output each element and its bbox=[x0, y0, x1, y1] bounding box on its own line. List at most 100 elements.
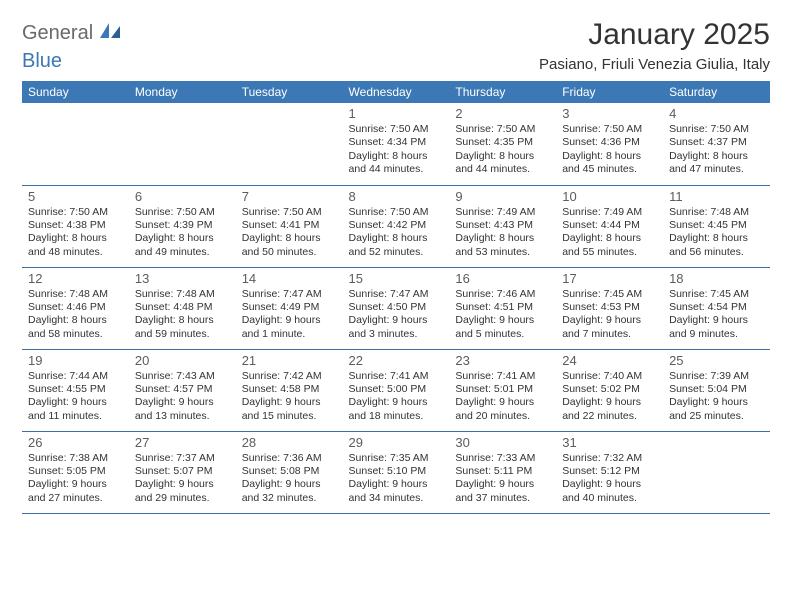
day-number: 20 bbox=[135, 353, 230, 368]
day-entry: Sunrise: 7:50 AMSunset: 4:36 PMDaylight:… bbox=[562, 123, 657, 177]
calendar-cell: 14 Sunrise: 7:47 AMSunset: 4:49 PMDayligh… bbox=[236, 267, 343, 349]
calendar-cell bbox=[236, 103, 343, 185]
calendar-cell: 25 Sunrise: 7:39 AMSunset: 5:04 PMDayligh… bbox=[663, 349, 770, 431]
calendar-cell bbox=[129, 103, 236, 185]
day-entry: Sunrise: 7:36 AMSunset: 5:08 PMDaylight:… bbox=[242, 452, 337, 506]
calendar-cell: 10 Sunrise: 7:49 AMSunset: 4:44 PMDayligh… bbox=[556, 185, 663, 267]
day-number: 27 bbox=[135, 435, 230, 450]
calendar-cell: 28Sunrise: 7:36 AMSunset: 5:08 PMDayligh… bbox=[236, 431, 343, 513]
day-number: 3 bbox=[562, 106, 657, 121]
calendar-cell: 21 Sunrise: 7:42 AMSunset: 4:58 PMDayligh… bbox=[236, 349, 343, 431]
day-number: 30 bbox=[455, 435, 550, 450]
calendar-row: 5 Sunrise: 7:50 AMSunset: 4:38 PMDaylight… bbox=[22, 185, 770, 267]
calendar-cell: 11Sunrise: 7:48 AMSunset: 4:45 PMDayligh… bbox=[663, 185, 770, 267]
day-number: 11 bbox=[669, 189, 764, 204]
day-number: 21 bbox=[242, 353, 337, 368]
day-entry: Sunrise: 7:42 AMSunset: 4:58 PMDaylight:… bbox=[242, 370, 337, 424]
day-entry: Sunrise: 7:33 AMSunset: 5:11 PMDaylight:… bbox=[455, 452, 550, 506]
day-entry: Sunrise: 7:39 AMSunset: 5:04 PMDaylight:… bbox=[669, 370, 764, 424]
day-entry: Sunrise: 7:35 AMSunset: 5:10 PMDaylight:… bbox=[349, 452, 444, 506]
logo-sail-icon bbox=[100, 23, 122, 44]
day-entry: Sunrise: 7:37 AMSunset: 5:07 PMDaylight:… bbox=[135, 452, 230, 506]
day-header: Sunday bbox=[22, 81, 129, 103]
day-number: 1 bbox=[349, 106, 444, 121]
day-number: 19 bbox=[28, 353, 123, 368]
calendar-cell: 20 Sunrise: 7:43 AMSunset: 4:57 PMDayligh… bbox=[129, 349, 236, 431]
calendar-cell: 4Sunrise: 7:50 AMSunset: 4:37 PMDaylight… bbox=[663, 103, 770, 185]
day-header: Monday bbox=[129, 81, 236, 103]
day-number: 23 bbox=[455, 353, 550, 368]
day-number: 18 bbox=[669, 271, 764, 286]
day-entry: Sunrise: 7:43 AMSunset: 4:57 PMDaylight:… bbox=[135, 370, 230, 424]
calendar-cell: 3 Sunrise: 7:50 AMSunset: 4:36 PMDaylight… bbox=[556, 103, 663, 185]
day-header: Wednesday bbox=[343, 81, 450, 103]
day-number: 16 bbox=[455, 271, 550, 286]
day-number: 24 bbox=[562, 353, 657, 368]
day-header: Tuesday bbox=[236, 81, 343, 103]
calendar-cell: 6Sunrise: 7:50 AMSunset: 4:39 PMDaylight… bbox=[129, 185, 236, 267]
location-text: Pasiano, Friuli Venezia Giulia, Italy bbox=[539, 56, 770, 73]
calendar-body: 1 Sunrise: 7:50 AMSunset: 4:34 PMDaylight… bbox=[22, 103, 770, 513]
header: General Blue January 2025 Pasiano, Friul… bbox=[22, 18, 770, 73]
day-header: Saturday bbox=[663, 81, 770, 103]
calendar-row: 19 Sunrise: 7:44 AMSunset: 4:55 PMDayligh… bbox=[22, 349, 770, 431]
calendar-cell: 17Sunrise: 7:45 AMSunset: 4:53 PMDayligh… bbox=[556, 267, 663, 349]
calendar-cell: 9 Sunrise: 7:49 AMSunset: 4:43 PMDaylight… bbox=[449, 185, 556, 267]
logo-word-general: General bbox=[22, 22, 93, 44]
day-entry: Sunrise: 7:49 AMSunset: 4:44 PMDaylight:… bbox=[562, 206, 657, 260]
calendar-cell: 15 Sunrise: 7:47 AMSunset: 4:50 PMDayligh… bbox=[343, 267, 450, 349]
day-entry: Sunrise: 7:41 AMSunset: 5:00 PMDaylight:… bbox=[349, 370, 444, 424]
day-entry: Sunrise: 7:50 AMSunset: 4:41 PMDaylight:… bbox=[242, 206, 337, 260]
calendar-cell: 31Sunrise: 7:32 AMSunset: 5:12 PMDayligh… bbox=[556, 431, 663, 513]
calendar-row: 26Sunrise: 7:38 AMSunset: 5:05 PMDayligh… bbox=[22, 431, 770, 513]
day-entry: Sunrise: 7:46 AMSunset: 4:51 PMDaylight:… bbox=[455, 288, 550, 342]
calendar-cell: 23 Sunrise: 7:41 AMSunset: 5:01 PMDayligh… bbox=[449, 349, 556, 431]
calendar-header-row: SundayMondayTuesdayWednesdayThursdayFrid… bbox=[22, 81, 770, 103]
day-entry: Sunrise: 7:48 AMSunset: 4:46 PMDaylight:… bbox=[28, 288, 123, 342]
day-number: 8 bbox=[349, 189, 444, 204]
day-entry: Sunrise: 7:50 AMSunset: 4:38 PMDaylight:… bbox=[28, 206, 123, 260]
calendar-cell: 18Sunrise: 7:45 AMSunset: 4:54 PMDayligh… bbox=[663, 267, 770, 349]
day-entry: Sunrise: 7:47 AMSunset: 4:50 PMDaylight:… bbox=[349, 288, 444, 342]
day-entry: Sunrise: 7:50 AMSunset: 4:35 PMDaylight:… bbox=[455, 123, 550, 177]
day-entry: Sunrise: 7:44 AMSunset: 4:55 PMDaylight:… bbox=[28, 370, 123, 424]
calendar-cell: 5 Sunrise: 7:50 AMSunset: 4:38 PMDaylight… bbox=[22, 185, 129, 267]
calendar-cell: 2 Sunrise: 7:50 AMSunset: 4:35 PMDaylight… bbox=[449, 103, 556, 185]
logo: General Blue bbox=[22, 22, 122, 73]
day-number: 31 bbox=[562, 435, 657, 450]
calendar-row: 12 Sunrise: 7:48 AMSunset: 4:46 PMDayligh… bbox=[22, 267, 770, 349]
day-entry: Sunrise: 7:47 AMSunset: 4:49 PMDaylight:… bbox=[242, 288, 337, 342]
calendar-cell: 8 Sunrise: 7:50 AMSunset: 4:42 PMDaylight… bbox=[343, 185, 450, 267]
calendar-cell: 19 Sunrise: 7:44 AMSunset: 4:55 PMDayligh… bbox=[22, 349, 129, 431]
day-entry: Sunrise: 7:48 AMSunset: 4:48 PMDaylight:… bbox=[135, 288, 230, 342]
day-number: 25 bbox=[669, 353, 764, 368]
calendar-cell: 12 Sunrise: 7:48 AMSunset: 4:46 PMDayligh… bbox=[22, 267, 129, 349]
day-entry: Sunrise: 7:45 AMSunset: 4:53 PMDaylight:… bbox=[562, 288, 657, 342]
calendar-table: SundayMondayTuesdayWednesdayThursdayFrid… bbox=[22, 81, 770, 514]
day-number: 14 bbox=[242, 271, 337, 286]
day-number: 12 bbox=[28, 271, 123, 286]
calendar-cell: 26Sunrise: 7:38 AMSunset: 5:05 PMDayligh… bbox=[22, 431, 129, 513]
calendar-cell: 22Sunrise: 7:41 AMSunset: 5:00 PMDayligh… bbox=[343, 349, 450, 431]
day-entry: Sunrise: 7:38 AMSunset: 5:05 PMDaylight:… bbox=[28, 452, 123, 506]
title-block: January 2025 Pasiano, Friuli Venezia Giu… bbox=[539, 18, 770, 73]
day-number: 6 bbox=[135, 189, 230, 204]
day-entry: Sunrise: 7:49 AMSunset: 4:43 PMDaylight:… bbox=[455, 206, 550, 260]
day-entry: Sunrise: 7:50 AMSunset: 4:37 PMDaylight:… bbox=[669, 123, 764, 177]
day-number: 9 bbox=[455, 189, 550, 204]
page-title: January 2025 bbox=[539, 18, 770, 52]
day-number: 5 bbox=[28, 189, 123, 204]
day-entry: Sunrise: 7:50 AMSunset: 4:42 PMDaylight:… bbox=[349, 206, 444, 260]
day-number: 10 bbox=[562, 189, 657, 204]
day-entry: Sunrise: 7:41 AMSunset: 5:01 PMDaylight:… bbox=[455, 370, 550, 424]
day-number: 15 bbox=[349, 271, 444, 286]
calendar-cell: 27 Sunrise: 7:37 AMSunset: 5:07 PMDayligh… bbox=[129, 431, 236, 513]
day-header: Thursday bbox=[449, 81, 556, 103]
day-number: 13 bbox=[135, 271, 230, 286]
day-number: 7 bbox=[242, 189, 337, 204]
calendar-cell: 7 Sunrise: 7:50 AMSunset: 4:41 PMDaylight… bbox=[236, 185, 343, 267]
day-entry: Sunrise: 7:50 AMSunset: 4:34 PMDaylight:… bbox=[349, 123, 444, 177]
day-number: 29 bbox=[349, 435, 444, 450]
calendar-cell: 13 Sunrise: 7:48 AMSunset: 4:48 PMDayligh… bbox=[129, 267, 236, 349]
day-number: 2 bbox=[455, 106, 550, 121]
